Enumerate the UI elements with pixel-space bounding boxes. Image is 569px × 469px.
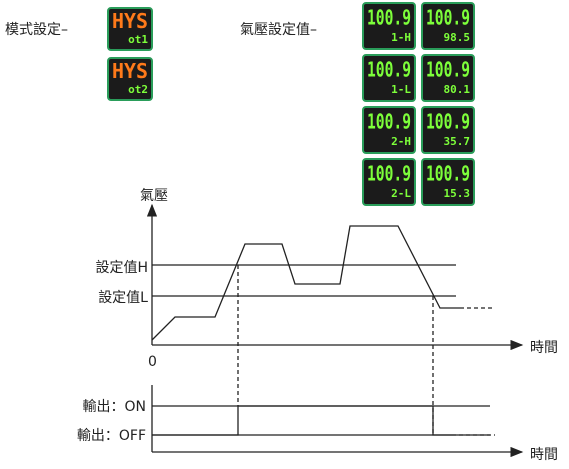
mode-label: 模式設定– xyxy=(5,22,68,38)
lcd-frame xyxy=(421,158,475,206)
lcd-top: 100.9 xyxy=(426,6,470,30)
y-label: 氣壓 xyxy=(140,188,168,204)
lcd-frame xyxy=(362,106,416,154)
lcd-bottom: 80.1 xyxy=(444,83,471,96)
lcd-top: 100.9 xyxy=(367,162,411,186)
lcd-bottom: 98.5 xyxy=(444,31,471,44)
lcd-frame xyxy=(107,57,153,101)
lcd-top: HYS xyxy=(112,59,148,83)
lcd-frame xyxy=(421,2,475,50)
lcd-frame xyxy=(362,2,416,50)
lcd-bottom: 1-L xyxy=(391,83,411,96)
lcd-top: 100.9 xyxy=(367,110,411,134)
lcd-bottom: 35.7 xyxy=(444,135,471,148)
lcd-frame xyxy=(107,7,153,51)
lcd-bottom: 15.3 xyxy=(444,187,471,200)
lcd-bottom: ot1 xyxy=(128,33,148,46)
pressure-curve xyxy=(151,225,460,341)
out-on: 輸出：ON xyxy=(83,399,147,415)
lcd-bottom: 1-H xyxy=(391,31,411,44)
lcd-bottom: 2-L xyxy=(391,187,411,200)
output-signal xyxy=(152,405,452,436)
origin: 0 xyxy=(148,354,157,370)
out-off: 輸出：OFF xyxy=(77,428,146,444)
pressure-label: 氣壓設定值– xyxy=(240,22,317,38)
lcd-bottom: ot2 xyxy=(128,83,148,96)
x-label: 時間 xyxy=(530,340,558,356)
lcd-frame xyxy=(362,158,416,206)
lcd-top: HYS xyxy=(112,9,148,33)
lcd-frame xyxy=(421,106,475,154)
lcd-top: 100.9 xyxy=(426,110,470,134)
set-h: 設定值H xyxy=(95,260,148,276)
set-l: 設定值L xyxy=(98,290,148,306)
x-label-2: 時間 xyxy=(530,447,558,463)
lcd-top: 100.9 xyxy=(426,58,470,82)
lcd-frame xyxy=(362,54,416,102)
displays: HYSot1HYSot2100.91-H100.998.5100.91-L100… xyxy=(107,2,475,206)
lcd-bottom: 2-H xyxy=(391,135,411,148)
lcd-top: 100.9 xyxy=(367,6,411,30)
lcd-frame xyxy=(421,54,475,102)
lcd-top: 100.9 xyxy=(426,162,470,186)
lcd-top: 100.9 xyxy=(367,58,411,82)
